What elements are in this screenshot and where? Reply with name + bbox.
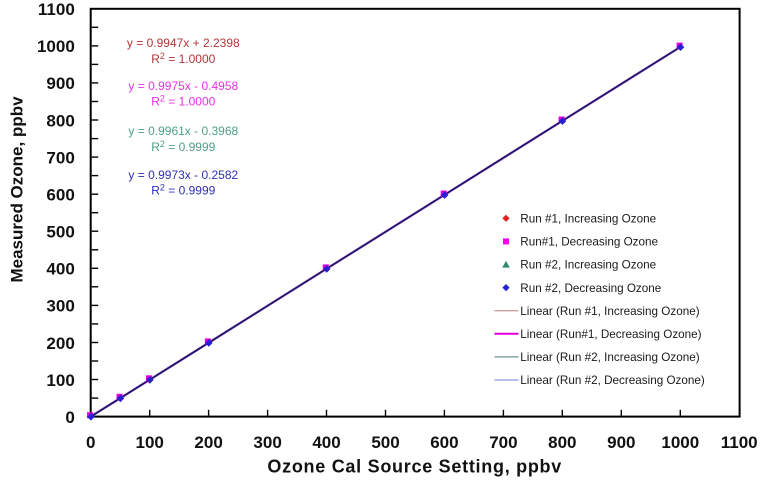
svg-text:700: 700	[46, 148, 74, 167]
svg-text:800: 800	[548, 433, 576, 452]
svg-text:500: 500	[46, 223, 74, 242]
svg-text:y = 0.9973x - 0.2582: y = 0.9973x - 0.2582	[128, 168, 238, 182]
svg-text:Run #2, Increasing Ozone: Run #2, Increasing Ozone	[520, 259, 656, 272]
svg-text:1000: 1000	[661, 433, 699, 452]
svg-text:600: 600	[430, 433, 458, 452]
svg-text:400: 400	[312, 433, 340, 452]
svg-text:y = 0.9975x - 0.4958: y = 0.9975x - 0.4958	[128, 79, 238, 93]
svg-text:200: 200	[194, 433, 222, 452]
svg-text:R2 = 1.0000: R2 = 1.0000	[151, 93, 215, 108]
svg-text:Linear (Run #2, Decreasing Ozo: Linear (Run #2, Decreasing Ozone)	[520, 374, 705, 387]
svg-text:Measured Ozone, ppbv: Measured Ozone, ppbv	[8, 96, 27, 283]
svg-text:300: 300	[46, 297, 74, 316]
svg-text:Run #1, Increasing Ozone: Run #1, Increasing Ozone	[520, 213, 656, 226]
svg-text:900: 900	[46, 74, 74, 93]
svg-text:Run #2, Decreasing Ozone: Run #2, Decreasing Ozone	[520, 282, 661, 295]
svg-text:700: 700	[489, 433, 517, 452]
svg-text:800: 800	[46, 111, 74, 130]
svg-text:400: 400	[46, 260, 74, 279]
svg-text:0: 0	[86, 433, 95, 452]
svg-text:R2 = 0.9999: R2 = 0.9999	[151, 183, 215, 198]
svg-text:R2 = 0.9999: R2 = 0.9999	[151, 139, 215, 154]
svg-text:0: 0	[65, 408, 74, 427]
svg-text:100: 100	[46, 371, 74, 390]
svg-text:Run#1, Decreasing Ozone: Run#1, Decreasing Ozone	[520, 236, 658, 249]
svg-text:500: 500	[371, 433, 399, 452]
svg-text:Linear (Run#1, Decreasing Ozon: Linear (Run#1, Decreasing Ozone)	[520, 328, 701, 341]
svg-text:Linear (Run #2, Increasing Ozo: Linear (Run #2, Increasing Ozone)	[520, 351, 699, 364]
svg-text:Ozone Cal Source Setting, ppbv: Ozone Cal Source Setting, ppbv	[267, 457, 562, 477]
svg-text:1000: 1000	[37, 37, 75, 56]
svg-text:200: 200	[46, 334, 74, 353]
svg-text:900: 900	[607, 433, 635, 452]
svg-text:1100: 1100	[721, 433, 758, 452]
svg-text:y = 0.9947x + 2.2398: y = 0.9947x + 2.2398	[127, 36, 240, 50]
svg-text:R2 = 1.0000: R2 = 1.0000	[151, 51, 215, 66]
svg-text:1100: 1100	[38, 0, 75, 19]
svg-text:100: 100	[136, 433, 164, 452]
svg-text:600: 600	[46, 186, 74, 205]
svg-text:Linear (Run #1, Increasing Ozo: Linear (Run #1, Increasing Ozone)	[520, 305, 699, 318]
svg-text:300: 300	[253, 433, 281, 452]
svg-text:y = 0.9961x - 0.3968: y = 0.9961x - 0.3968	[128, 124, 238, 138]
